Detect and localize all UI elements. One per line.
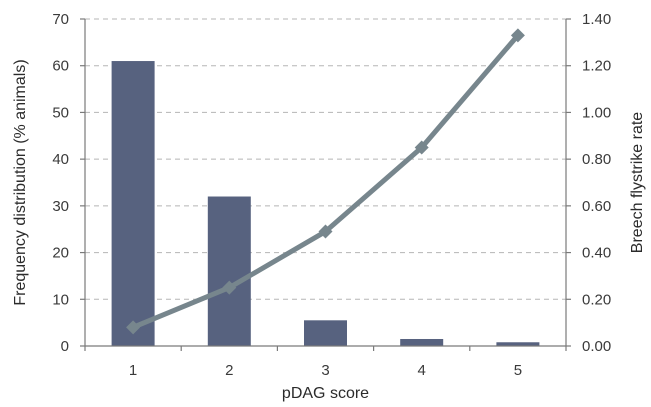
bar <box>400 338 444 346</box>
right-tick-label: 1.20 <box>582 58 611 75</box>
left-tick-label: 70 <box>52 11 69 28</box>
x-tick-label: 5 <box>514 362 522 379</box>
y2-axis-label: Breech flystrike rate <box>629 112 646 253</box>
right-tick-label: 1.40 <box>582 11 611 28</box>
line-path <box>132 33 520 330</box>
left-tick-label: 60 <box>52 58 69 75</box>
left-tick-label: 10 <box>52 291 69 308</box>
x-axis-ticks: 1 2 3 4 5 <box>129 362 522 379</box>
line-point <box>222 280 237 295</box>
line-point <box>126 320 141 335</box>
left-axis-ticks: 0 10 20 30 40 50 60 70 <box>52 11 69 355</box>
right-tick-label: 0.80 <box>582 151 611 168</box>
x-tick-label: 4 <box>418 362 426 379</box>
bar <box>111 61 155 347</box>
axes <box>80 18 571 351</box>
line-point <box>318 224 333 239</box>
line-point <box>510 28 525 43</box>
bar <box>207 196 251 346</box>
left-tick-label: 50 <box>52 104 69 121</box>
right-tick-label: 0.40 <box>582 245 611 262</box>
right-axis-ticks: 0.00 0.20 0.40 0.60 0.80 1.00 1.20 1.40 <box>582 11 611 355</box>
bar-series <box>111 61 540 347</box>
gridlines <box>85 18 566 300</box>
right-tick-label: 0.20 <box>582 291 611 308</box>
left-tick-label: 30 <box>52 198 69 215</box>
left-tick-label: 0 <box>61 338 69 355</box>
line-point <box>414 140 429 155</box>
x-tick-label: 3 <box>321 362 329 379</box>
x-axis-label: pDAG score <box>282 385 369 402</box>
left-tick-label: 40 <box>52 151 69 168</box>
right-tick-label: 0.60 <box>582 198 611 215</box>
y-axis-label: Frequency distribution (% animals) <box>12 59 29 305</box>
x-tick-label: 2 <box>225 362 233 379</box>
right-tick-label: 1.00 <box>582 104 611 121</box>
bar <box>304 320 347 346</box>
line-series <box>126 28 525 335</box>
right-tick-label: 0.00 <box>582 338 611 355</box>
bar <box>496 342 540 346</box>
left-tick-label: 20 <box>52 245 69 262</box>
x-tick-label: 1 <box>129 362 137 379</box>
